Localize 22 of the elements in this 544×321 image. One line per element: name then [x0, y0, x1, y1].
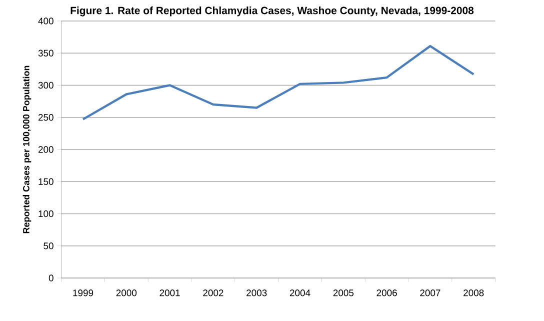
- x-tick-label: 2004: [290, 290, 310, 296]
- line-series: [82, 44, 475, 120]
- y-tick-label: 50: [44, 242, 54, 250]
- chart-title: Figure 1. Rate of Reported Chlamydia Cases, Washoe County, Nevada, 1999-2008: [70, 6, 474, 16]
- y-axis-title: Reported Cases per 100,000 Population: [22, 66, 32, 234]
- x-tick-label: 2007: [420, 290, 440, 296]
- y-tick-label: 250: [38, 114, 54, 121]
- x-tick-label: 2003: [246, 290, 267, 296]
- y-tick-label: 350: [38, 50, 54, 56]
- x-tick-label: 2005: [333, 290, 354, 296]
- x-tick-label: 2002: [203, 290, 224, 296]
- x-tick-label: 2001: [160, 290, 180, 296]
- y-tick-label: 150: [38, 178, 54, 185]
- x-tick-label: 2008: [464, 290, 484, 296]
- x-tick-label: 2000: [116, 290, 137, 296]
- y-tick-label: 400: [38, 18, 54, 24]
- x-tick-label: 1999: [73, 290, 94, 296]
- y-tick-label: 0: [48, 274, 54, 282]
- y-tick-label: 200: [38, 146, 54, 153]
- y-tick-label: 100: [38, 210, 54, 218]
- x-tick-label: 2006: [376, 290, 397, 296]
- y-tick-label: 300: [38, 82, 54, 89]
